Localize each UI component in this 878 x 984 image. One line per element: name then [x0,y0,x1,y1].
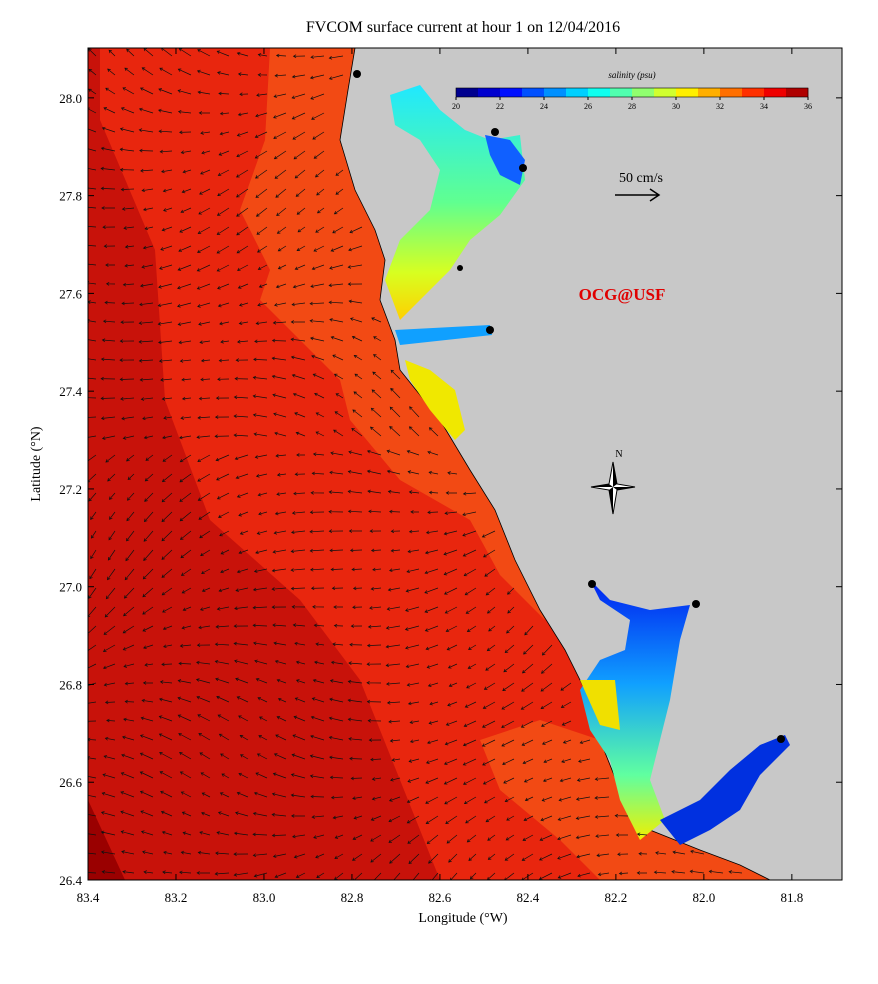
colorbar-swatch [610,88,633,97]
y-tick-label: 26.4 [59,873,82,888]
x-tick-label: 82.0 [692,890,715,905]
colorbar-tick-label: 30 [672,102,680,111]
title: FVCOM surface current at hour 1 on 12/04… [306,19,620,36]
station [519,164,527,172]
colorbar-swatch [698,88,721,97]
y-tick-label: 26.6 [59,775,82,790]
station [491,128,499,136]
colorbar-tick-label: 32 [716,102,724,111]
y-tick-label: 27.0 [59,580,82,595]
colorbar-swatch [654,88,677,97]
station [353,70,361,78]
y-axis-label: Latitude (°N) [29,426,44,502]
x-tick-label: 83.2 [165,890,188,905]
colorbar-tick-label: 28 [628,102,636,111]
compass-rose-shade [591,462,635,514]
y-tick-label: 27.2 [59,482,82,497]
charlotte-harbor [580,580,690,840]
axes: 83.4 83.2 83.0 82.8 82.6 82.4 82.2 82.0 81.8 26.4… [59,48,842,905]
x-tick-label: 82.6 [429,890,452,905]
y-tick-label: 28.0 [59,91,82,106]
hillsborough-bay [485,135,525,185]
colorbar-swatch [456,88,479,97]
x-tick-label: 82.2 [605,890,628,905]
colorbar-swatch [566,88,589,97]
scale-label: 50 cm/s [619,171,663,186]
x-tick-label: 82.8 [341,890,364,905]
colorbar-swatch [588,88,611,97]
colorbar-tick-label: 36 [804,102,812,111]
station [692,600,700,608]
colorbar-swatch [522,88,545,97]
pine-island-sound [580,680,620,730]
colorbar-tick-label: 26 [584,102,592,111]
stations [353,70,785,743]
colorbar-swatch [676,88,699,97]
colorbar: 20 22 24 26 28 30 32 34 36 [452,87,812,111]
station [457,265,463,271]
colorbar-label: salinity (psu) [608,70,655,80]
vector-field [88,48,743,880]
current-vectors [88,48,743,880]
north-label: N [615,449,622,460]
x-tick-label: 83.4 [77,890,100,905]
station [588,580,596,588]
y-tick-label: 27.6 [59,286,82,301]
y-tick-label: 27.4 [59,384,82,399]
colorbar-tick-label: 22 [496,102,504,111]
manatee-river [395,325,492,345]
colorbar-swatch [720,88,743,97]
colorbar-tick-label: 34 [760,102,768,111]
credit: OCG@USF [579,285,666,304]
offshore-water [88,48,440,880]
colorbar-swatch [786,88,809,97]
x-axis-label: Longitude (°W) [418,911,508,926]
colorbar-swatch [742,88,765,97]
x-tick-label: 83.0 [253,890,276,905]
colorbar-tick-label: 20 [452,102,460,111]
station [486,326,494,334]
colorbar-swatch [500,88,523,97]
x-tick-label: 82.4 [517,890,540,905]
colorbar-swatch [478,88,501,97]
colorbar-tick-label: 24 [540,102,548,111]
map-area [88,48,842,880]
caloosahatchee [660,735,790,845]
plot-frame [87,47,843,881]
deep-water [88,800,125,880]
colorbar-swatch [632,88,655,97]
station [777,735,785,743]
y-tick-label: 26.8 [59,677,82,692]
sarasota-bay [405,360,465,440]
colorbar-swatch [544,88,567,97]
land [339,48,842,880]
x-tick-label: 81.8 [780,890,803,905]
y-tick-label: 27.8 [59,189,82,204]
colorbar-swatch [764,88,787,97]
scale-arrow [615,188,661,202]
